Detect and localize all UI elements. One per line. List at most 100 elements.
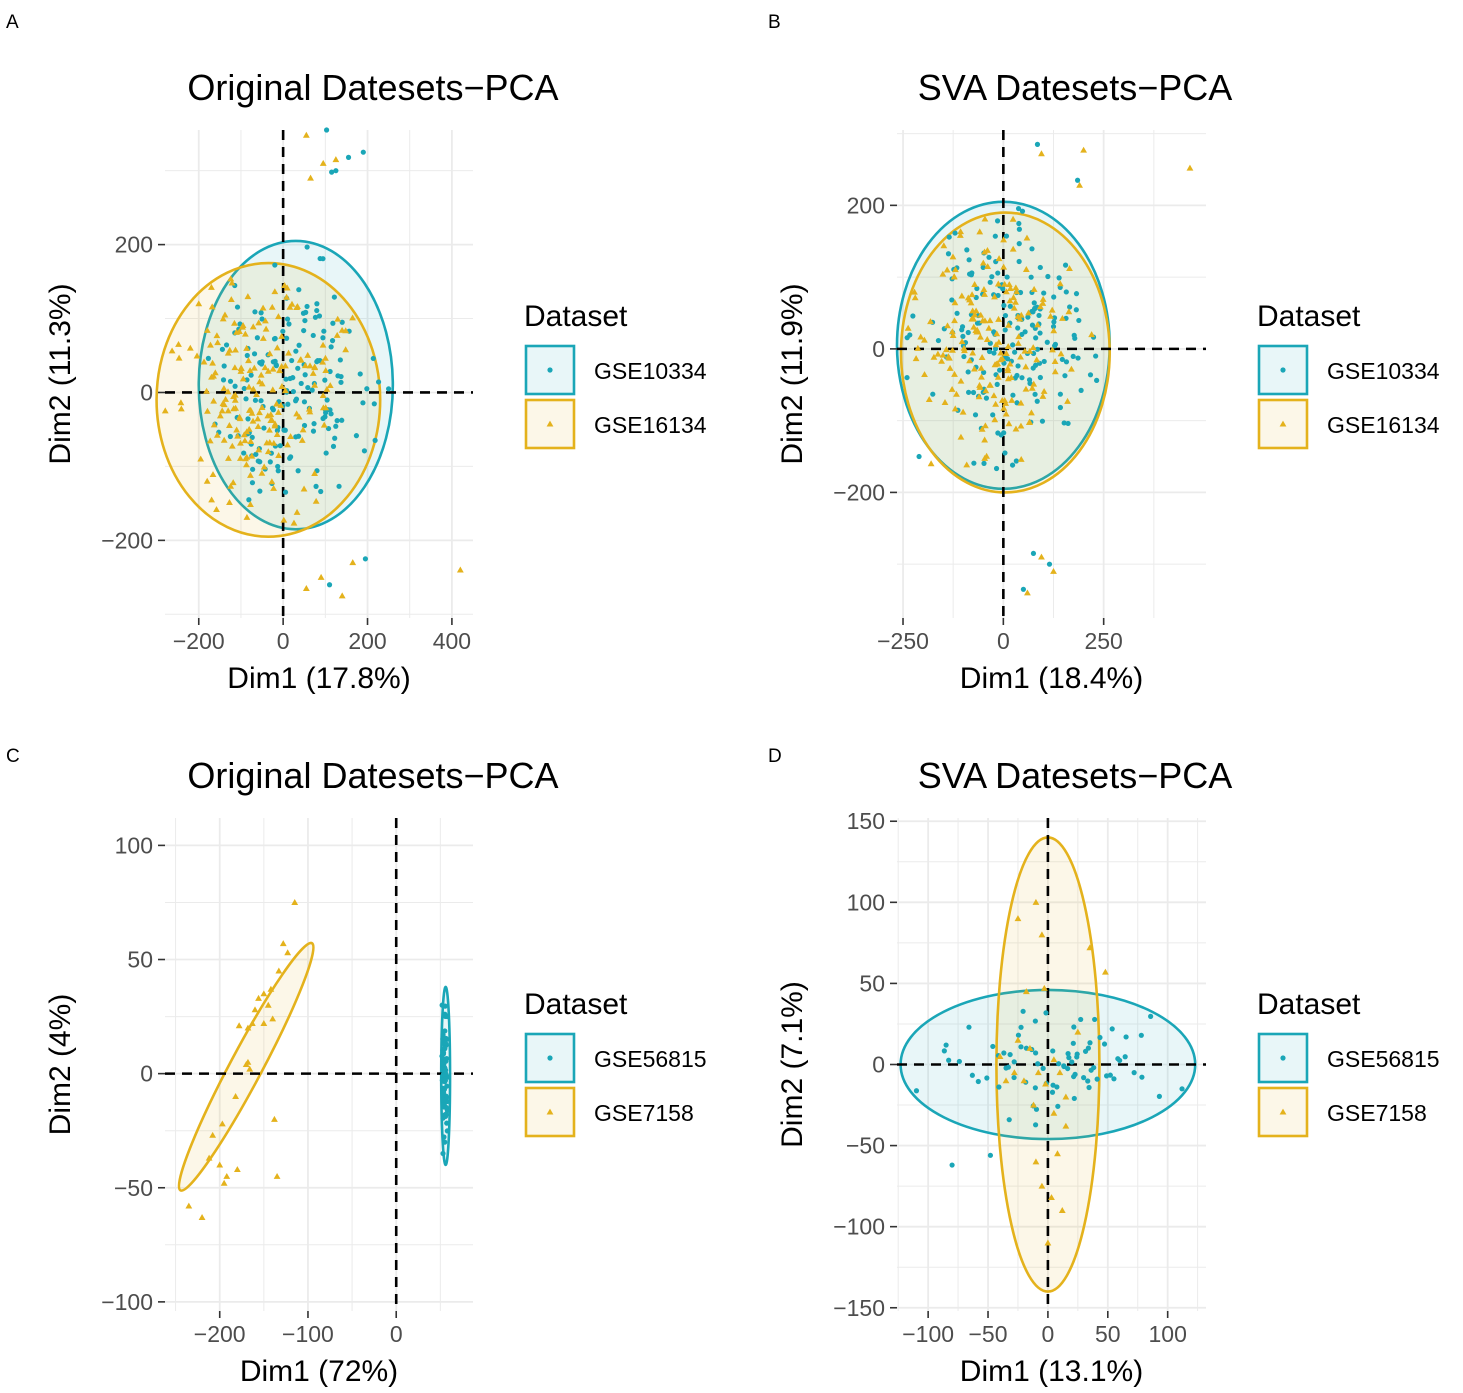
data-point xyxy=(1038,553,1045,560)
data-point xyxy=(983,336,991,342)
series-GSE56815 xyxy=(439,1002,451,1157)
data-point xyxy=(305,384,311,391)
grid xyxy=(165,818,473,1311)
x-tick-label: −50 xyxy=(969,1321,1008,1347)
data-point xyxy=(956,1058,962,1065)
data-point xyxy=(1062,373,1068,379)
data-point xyxy=(197,455,205,462)
data-point xyxy=(1063,359,1070,365)
data-point xyxy=(230,393,237,400)
data-point xyxy=(315,358,321,364)
data-point xyxy=(223,1172,231,1179)
data-point xyxy=(1020,1008,1026,1014)
data-point xyxy=(320,256,326,262)
data-point xyxy=(1061,420,1067,426)
data-point xyxy=(1138,1032,1144,1038)
legend-item-GSE56815[interactable]: GSE56815 xyxy=(524,1032,707,1084)
data-point xyxy=(270,439,278,446)
data-point xyxy=(970,315,977,322)
data-point xyxy=(1021,347,1029,354)
data-point xyxy=(1052,341,1059,347)
data-point xyxy=(301,327,307,334)
axes: −250 0 250 −200 0 200 Dim1 (18.4%) Dim2 (11.9%) xyxy=(776,192,1143,695)
data-point xyxy=(371,401,377,407)
data-point xyxy=(994,218,1001,224)
data-point xyxy=(223,342,230,348)
legend-item-GSE10334[interactable]: GSE10334 xyxy=(524,344,707,396)
data-point xyxy=(1016,226,1022,232)
panel-letter: B xyxy=(768,12,781,33)
data-point xyxy=(342,346,350,353)
data-point xyxy=(296,287,302,293)
data-point xyxy=(271,288,279,295)
data-point xyxy=(442,1112,448,1118)
legend-label: GSE16134 xyxy=(1327,412,1440,438)
data-point xyxy=(916,453,922,460)
data-point xyxy=(1010,392,1016,398)
data-point xyxy=(987,1152,994,1158)
x-tick-label: 0 xyxy=(997,628,1010,654)
data-point xyxy=(993,330,1001,337)
data-point xyxy=(203,387,210,394)
legend-item-GSE56815[interactable]: GSE56815 xyxy=(1257,1032,1440,1084)
data-point xyxy=(243,396,249,402)
data-point xyxy=(1055,1061,1062,1067)
data-point xyxy=(1028,409,1035,416)
legend-item-GSE16134[interactable]: GSE16134 xyxy=(524,398,707,450)
data-point xyxy=(972,412,979,418)
data-point xyxy=(253,391,260,398)
data-point xyxy=(311,421,317,427)
data-point xyxy=(1040,387,1048,394)
data-point xyxy=(925,396,933,403)
data-point xyxy=(995,315,1002,322)
data-point xyxy=(978,425,986,432)
data-point xyxy=(257,488,263,494)
data-point xyxy=(1030,550,1037,557)
data-point xyxy=(976,381,983,388)
data-point xyxy=(360,400,366,406)
data-point xyxy=(311,470,319,477)
data-point xyxy=(227,433,233,440)
data-point xyxy=(338,592,346,599)
data-point xyxy=(949,297,955,303)
data-point xyxy=(1032,1158,1040,1165)
data-point xyxy=(1016,241,1022,247)
data-point xyxy=(279,940,287,947)
data-point xyxy=(1032,898,1040,905)
legend-item-GSE16134[interactable]: GSE16134 xyxy=(1257,398,1440,450)
data-point xyxy=(1022,265,1030,272)
data-point xyxy=(281,387,289,394)
data-point xyxy=(295,413,303,420)
data-point xyxy=(258,361,265,367)
data-point xyxy=(942,346,950,353)
data-point xyxy=(260,1020,268,1026)
data-point xyxy=(1080,146,1088,153)
data-point xyxy=(273,363,279,369)
data-point xyxy=(921,371,928,378)
data-point xyxy=(177,405,185,412)
data-point xyxy=(175,354,183,361)
data-point xyxy=(1026,347,1034,354)
data-point xyxy=(204,407,211,414)
data-point xyxy=(329,338,336,344)
data-point xyxy=(1039,418,1046,424)
legend-item-GSE10334[interactable]: GSE10334 xyxy=(1257,344,1440,396)
data-point xyxy=(246,1065,254,1072)
data-point xyxy=(441,1077,448,1083)
data-point xyxy=(976,228,984,235)
data-point xyxy=(1020,1077,1028,1084)
data-point xyxy=(301,362,309,369)
data-point xyxy=(1063,289,1069,295)
data-point xyxy=(1062,1093,1070,1100)
data-point xyxy=(1050,327,1058,334)
data-point xyxy=(997,349,1005,356)
data-point xyxy=(957,228,965,235)
legend-item-GSE7158[interactable]: GSE7158 xyxy=(1257,1086,1427,1138)
data-point xyxy=(258,310,264,316)
data-point xyxy=(214,339,222,346)
data-point xyxy=(1011,1074,1017,1081)
legend-item-GSE7158[interactable]: GSE7158 xyxy=(524,1086,694,1138)
data-point xyxy=(286,303,294,310)
data-point xyxy=(1002,450,1008,456)
data-point xyxy=(175,340,182,347)
